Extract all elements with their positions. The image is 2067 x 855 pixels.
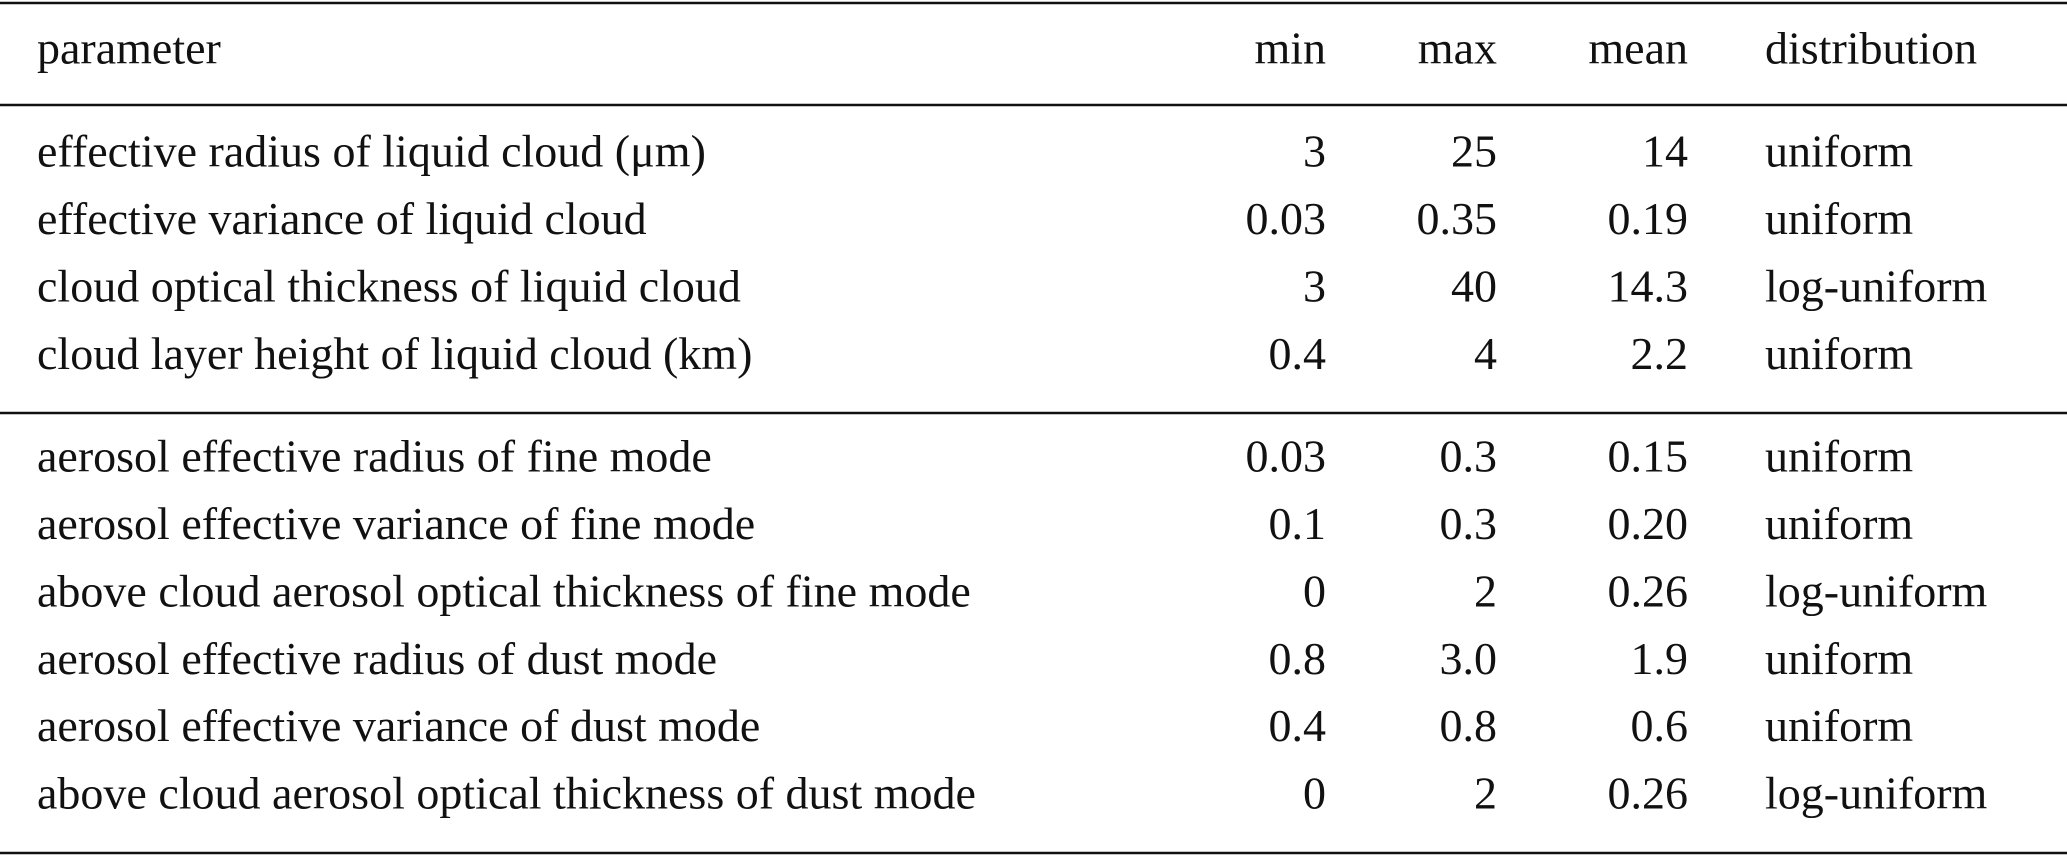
max-cell: 0.3 [1440, 498, 1498, 549]
distribution-cell: uniform [1765, 633, 1913, 684]
max-cell: 25 [1451, 126, 1497, 177]
distribution-cell: log-uniform [1765, 768, 1988, 819]
mean-cell: 0.6 [1631, 700, 1689, 751]
parameter-cell: aerosol effective variance of fine mode [37, 498, 755, 549]
mean-cell: 14.3 [1608, 260, 1689, 311]
min-cell: 0.1 [1269, 498, 1327, 549]
parameter-cell: effective radius of liquid cloud (μm) [37, 126, 706, 177]
header-cell: parameter [37, 23, 221, 74]
parameter-cell: effective variance of liquid cloud [37, 193, 647, 244]
min-cell: 3 [1303, 126, 1326, 177]
mean-cell: 14 [1642, 126, 1688, 177]
parameter-cell: cloud layer height of liquid cloud (km) [37, 328, 752, 379]
min-cell: 0.4 [1269, 328, 1327, 379]
max-cell: 40 [1451, 260, 1497, 311]
mean-cell: 2.2 [1631, 328, 1689, 379]
mean-cell: 0.15 [1608, 431, 1689, 482]
parameter-cell: aerosol effective variance of dust mode [37, 700, 760, 751]
distribution-cell: log-uniform [1765, 565, 1988, 616]
mean-cell: 1.9 [1631, 633, 1689, 684]
mean-cell: 0.26 [1608, 768, 1689, 819]
distribution-cell: uniform [1765, 193, 1913, 244]
header-cell: min [1254, 23, 1326, 74]
min-cell: 0.03 [1246, 431, 1327, 482]
distribution-cell: uniform [1765, 328, 1913, 379]
distribution-cell: uniform [1765, 700, 1913, 751]
min-cell: 0.03 [1246, 193, 1327, 244]
min-cell: 0.4 [1269, 700, 1327, 751]
distribution-cell: uniform [1765, 431, 1913, 482]
parameter-cell: aerosol effective radius of fine mode [37, 431, 712, 482]
parameter-cell: above cloud aerosol optical thickness of… [37, 565, 971, 616]
max-cell: 0.3 [1440, 431, 1498, 482]
max-cell: 0.8 [1440, 700, 1498, 751]
parameter-cell: cloud optical thickness of liquid cloud [37, 260, 741, 311]
max-cell: 4 [1474, 328, 1497, 379]
parameter-cell: above cloud aerosol optical thickness of… [37, 768, 976, 819]
min-cell: 0 [1303, 565, 1326, 616]
min-cell: 0.8 [1269, 633, 1327, 684]
parameter-cell: aerosol effective radius of dust mode [37, 633, 717, 684]
mean-cell: 0.19 [1608, 193, 1689, 244]
header-cell: max [1418, 23, 1497, 74]
max-cell: 2 [1474, 768, 1497, 819]
min-cell: 3 [1303, 260, 1326, 311]
distribution-cell: log-uniform [1765, 260, 1988, 311]
max-cell: 2 [1474, 565, 1497, 616]
min-cell: 0 [1303, 768, 1326, 819]
mean-cell: 0.20 [1608, 498, 1689, 549]
distribution-cell: uniform [1765, 498, 1913, 549]
max-cell: 0.35 [1417, 193, 1498, 244]
distribution-cell: uniform [1765, 126, 1913, 177]
header-cell: distribution [1765, 23, 1977, 74]
header-cell: mean [1588, 23, 1688, 74]
mean-cell: 0.26 [1608, 565, 1689, 616]
max-cell: 3.0 [1440, 633, 1498, 684]
